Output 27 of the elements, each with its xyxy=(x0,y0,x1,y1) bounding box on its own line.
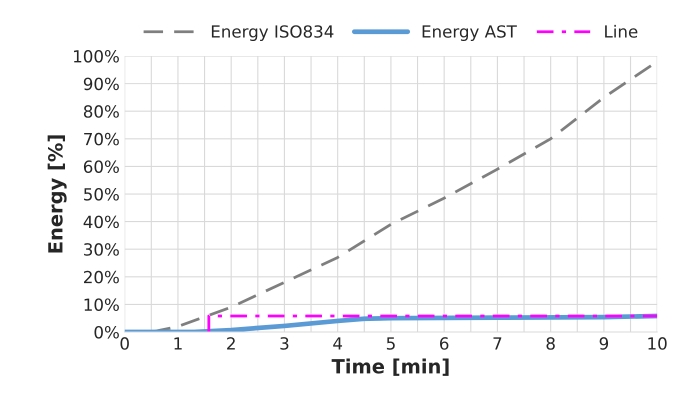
x-tick-label: 1 xyxy=(174,337,182,350)
y-tick-label: 10% xyxy=(84,298,119,311)
legend-label: Energy ISO834 xyxy=(212,25,334,42)
x-tick-label: 5 xyxy=(386,337,395,350)
y-tick-label: 50% xyxy=(84,188,119,201)
y-axis-title: Energy [%] xyxy=(48,135,67,252)
x-tick-label: 4 xyxy=(333,337,342,350)
y-tick-label: 100% xyxy=(74,50,119,63)
y-tick-label: 0% xyxy=(94,326,119,339)
x-tick-label: 9 xyxy=(600,337,608,350)
x-tick-label: 0 xyxy=(120,337,129,350)
x-axis-title: Time [min] xyxy=(332,358,449,376)
y-tick-label: 90% xyxy=(84,78,119,90)
y-tick-label: 60% xyxy=(84,160,119,173)
y-tick-label: 70% xyxy=(84,132,119,146)
y-tick-label: 80% xyxy=(84,105,119,118)
x-tick-label: 6 xyxy=(440,337,448,350)
y-tick-label: 20% xyxy=(84,270,119,284)
x-tick-label: 10 xyxy=(648,337,667,350)
legend-label: Energy AST xyxy=(422,25,517,42)
y-tick-label: 30% xyxy=(84,243,119,256)
legend-label: Line xyxy=(605,24,638,38)
x-tick-label: 8 xyxy=(546,337,555,350)
x-tick-label: 3 xyxy=(280,337,288,350)
x-tick-label: 7 xyxy=(493,337,502,350)
y-tick-label: 40% xyxy=(84,216,119,228)
x-tick-label: 2 xyxy=(227,337,235,350)
